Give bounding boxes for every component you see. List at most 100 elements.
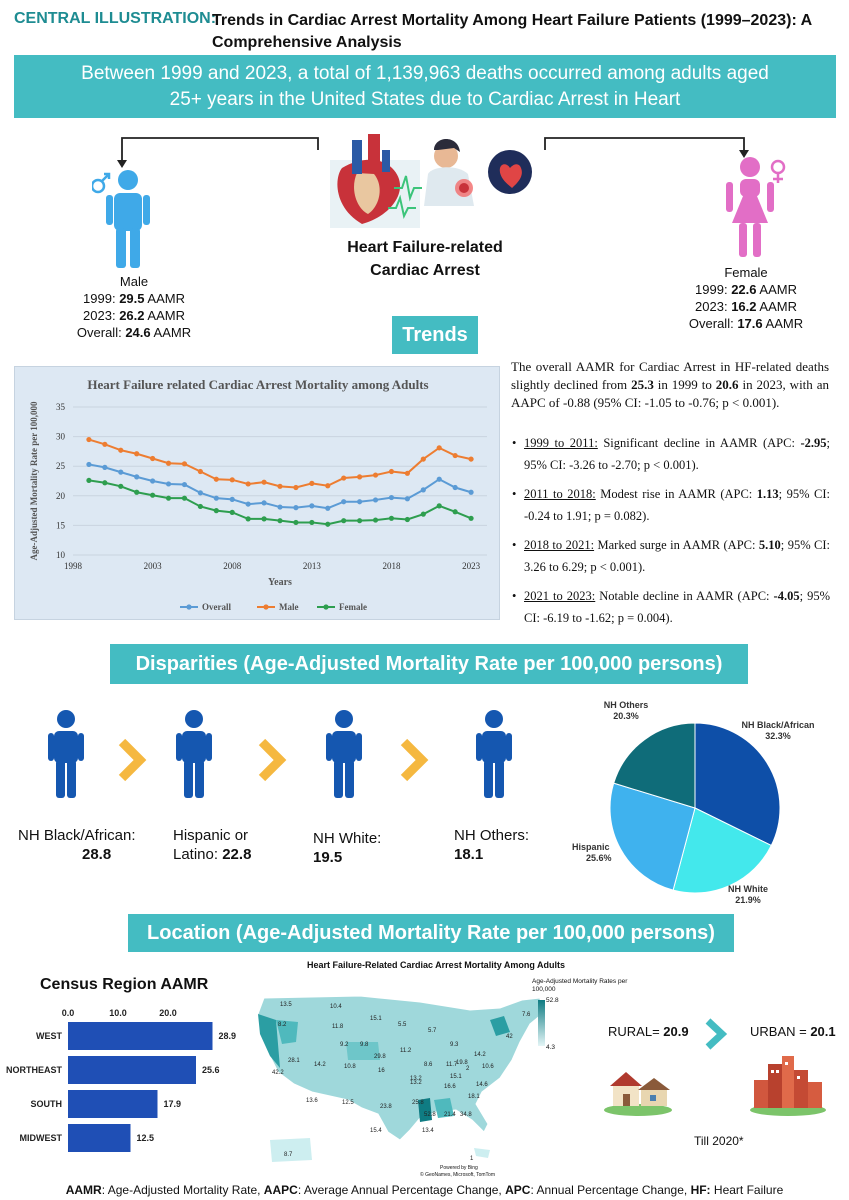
footer-abbreviations: AAMR: Age-Adjusted Mortality Rate, AAPC:…	[65, 1183, 784, 1197]
region-bar	[68, 1022, 213, 1050]
map-value-labels: 13.5 10.4 15.1 8.2 11.8 9.2 5.5 5.7 7.6 42 9.8 29.8…	[250, 980, 580, 1176]
pie-category-label: Hispanic	[572, 842, 610, 852]
female-1999: 1999: 22.6 AAMR	[695, 282, 797, 297]
person-icon	[176, 710, 212, 798]
pie-percent-label: 21.9%	[735, 895, 761, 905]
male-label: Male	[119, 274, 149, 289]
legend-marker	[263, 604, 269, 610]
connector-left	[121, 137, 319, 165]
data-point-overall	[277, 504, 283, 510]
x-tick-label: 2003	[144, 561, 163, 571]
x-tick-label: 2018	[382, 561, 401, 571]
region-bar	[68, 1056, 196, 1084]
legend-label: Female	[339, 602, 367, 612]
map-value-label: 14.2	[314, 1062, 326, 1068]
data-point-overall	[229, 496, 235, 502]
data-point-overall	[420, 487, 426, 493]
state-kansas	[346, 1042, 380, 1060]
heart-illustration-icon	[330, 134, 532, 228]
map-value-label: 12.5	[342, 1100, 354, 1106]
legend-marker	[323, 604, 329, 610]
data-point-female	[372, 517, 379, 523]
trend-summary: The overall AAMR for Cardiac Arrest in H…	[511, 359, 829, 410]
data-point-male	[165, 460, 172, 466]
data-point-male	[134, 451, 140, 457]
data-point-female	[245, 516, 251, 522]
data-point-male	[420, 456, 426, 462]
bar-x-tick-label: 0.0	[62, 1008, 75, 1018]
state-florida-keys	[474, 1148, 490, 1158]
data-point-female	[452, 509, 458, 515]
data-point-female	[420, 511, 426, 517]
region-bar	[68, 1124, 131, 1152]
trend-bullet: 2011 to 2018: Modest rise in AAMR (APC: …	[510, 483, 830, 527]
y-tick-label: 20	[56, 491, 66, 501]
trend-bullets: 1999 to 2011: Significant decline in AAM…	[510, 432, 830, 636]
data-point-female	[293, 519, 299, 526]
y-tick-label: 25	[56, 461, 66, 471]
data-point-male	[102, 441, 108, 447]
map-value-label: 29.8	[374, 1054, 386, 1060]
state-georgia	[434, 1098, 454, 1118]
data-point-female	[197, 503, 203, 510]
disparities-heading: Disparities (Age-Adjusted Mortality Rate…	[110, 644, 748, 684]
map-value-label: 5.5	[398, 1022, 407, 1028]
data-point-overall	[388, 494, 395, 501]
data-point-female	[150, 492, 156, 498]
data-point-male	[388, 468, 395, 475]
chevron-icon	[262, 742, 280, 778]
data-point-overall	[118, 469, 124, 475]
data-point-male	[118, 447, 124, 453]
y-axis-label: Age-Adjusted Mortality Rate per 100,000	[29, 401, 39, 561]
map-value-label: 8.2	[278, 1022, 287, 1028]
female-label: Female	[724, 265, 768, 280]
map-value-label: 23.8	[380, 1104, 392, 1110]
connector-lines	[117, 137, 749, 168]
data-point-overall	[102, 464, 108, 470]
data-point-female	[181, 495, 188, 501]
female-overall: Overall: 17.6 AAMR	[688, 316, 804, 331]
pie-percent-label: 32.3%	[765, 731, 791, 741]
data-point-overall	[357, 499, 363, 505]
female-2023: 2023: 16.2 AAMR	[695, 299, 797, 314]
y-tick-label: 10	[56, 550, 66, 560]
data-point-female	[309, 519, 315, 526]
map-legend-max: 52.8	[546, 997, 559, 1004]
data-point-male	[181, 461, 188, 467]
map-legend-title: Age-Adjusted Mortality Rates per 100,000	[532, 978, 628, 993]
x-tick-label: 2008	[223, 561, 242, 571]
urban-buildings-icon	[750, 1056, 826, 1116]
page-title: Trends in Cardiac Arrest Mortality Among…	[212, 12, 812, 51]
center-title-line-1: Heart Failure-related	[347, 239, 503, 256]
data-point-female	[261, 516, 267, 522]
map-value-label: 11.2	[400, 1048, 412, 1054]
data-point-overall	[468, 489, 474, 495]
map-value-label: 11.8	[332, 1024, 344, 1030]
state-mississippi	[418, 1098, 432, 1122]
x-tick-label: 1998	[64, 561, 83, 571]
data-point-female	[404, 516, 410, 523]
pie-percent-label: 25.6%	[586, 853, 612, 863]
map-value-label: 21.4	[444, 1112, 456, 1118]
map-credit-2: © GeoNames, Microsoft, TomTom	[420, 1172, 495, 1178]
male-2023: 2023: 26.2 AAMR	[83, 308, 185, 323]
data-point-female	[118, 483, 124, 489]
map-value-label: 2	[466, 1066, 470, 1072]
data-point-female	[388, 515, 395, 521]
trend-bullet: 2021 to 2023: Notable decline in AAMR (A…	[510, 585, 830, 629]
data-point-overall	[165, 481, 172, 487]
line-chart: Heart Failure related Cardiac Arrest Mor…	[29, 377, 487, 612]
state-nevada	[276, 1020, 298, 1044]
data-point-female	[357, 518, 363, 524]
state-california	[258, 1014, 280, 1068]
data-point-overall	[86, 461, 92, 468]
data-point-male	[293, 484, 299, 491]
disparity-others: NH Others: 18.1	[454, 827, 530, 863]
data-point-male	[197, 468, 203, 475]
trend-bullet: 2018 to 2021: Marked surge in AAMR (APC:…	[510, 534, 830, 578]
map-title: Heart Failure-Related Cardiac Arrest Mor…	[306, 960, 566, 970]
region-bar-chart: 0.0 10.0 20.0 WEST 28.9 NORTHEAST 25.6 SOUTH 17.…	[6, 1008, 236, 1152]
region-bar	[68, 1090, 158, 1118]
pie-category-label: NH Black/African	[741, 720, 814, 730]
arrow-right-icon	[739, 150, 749, 158]
